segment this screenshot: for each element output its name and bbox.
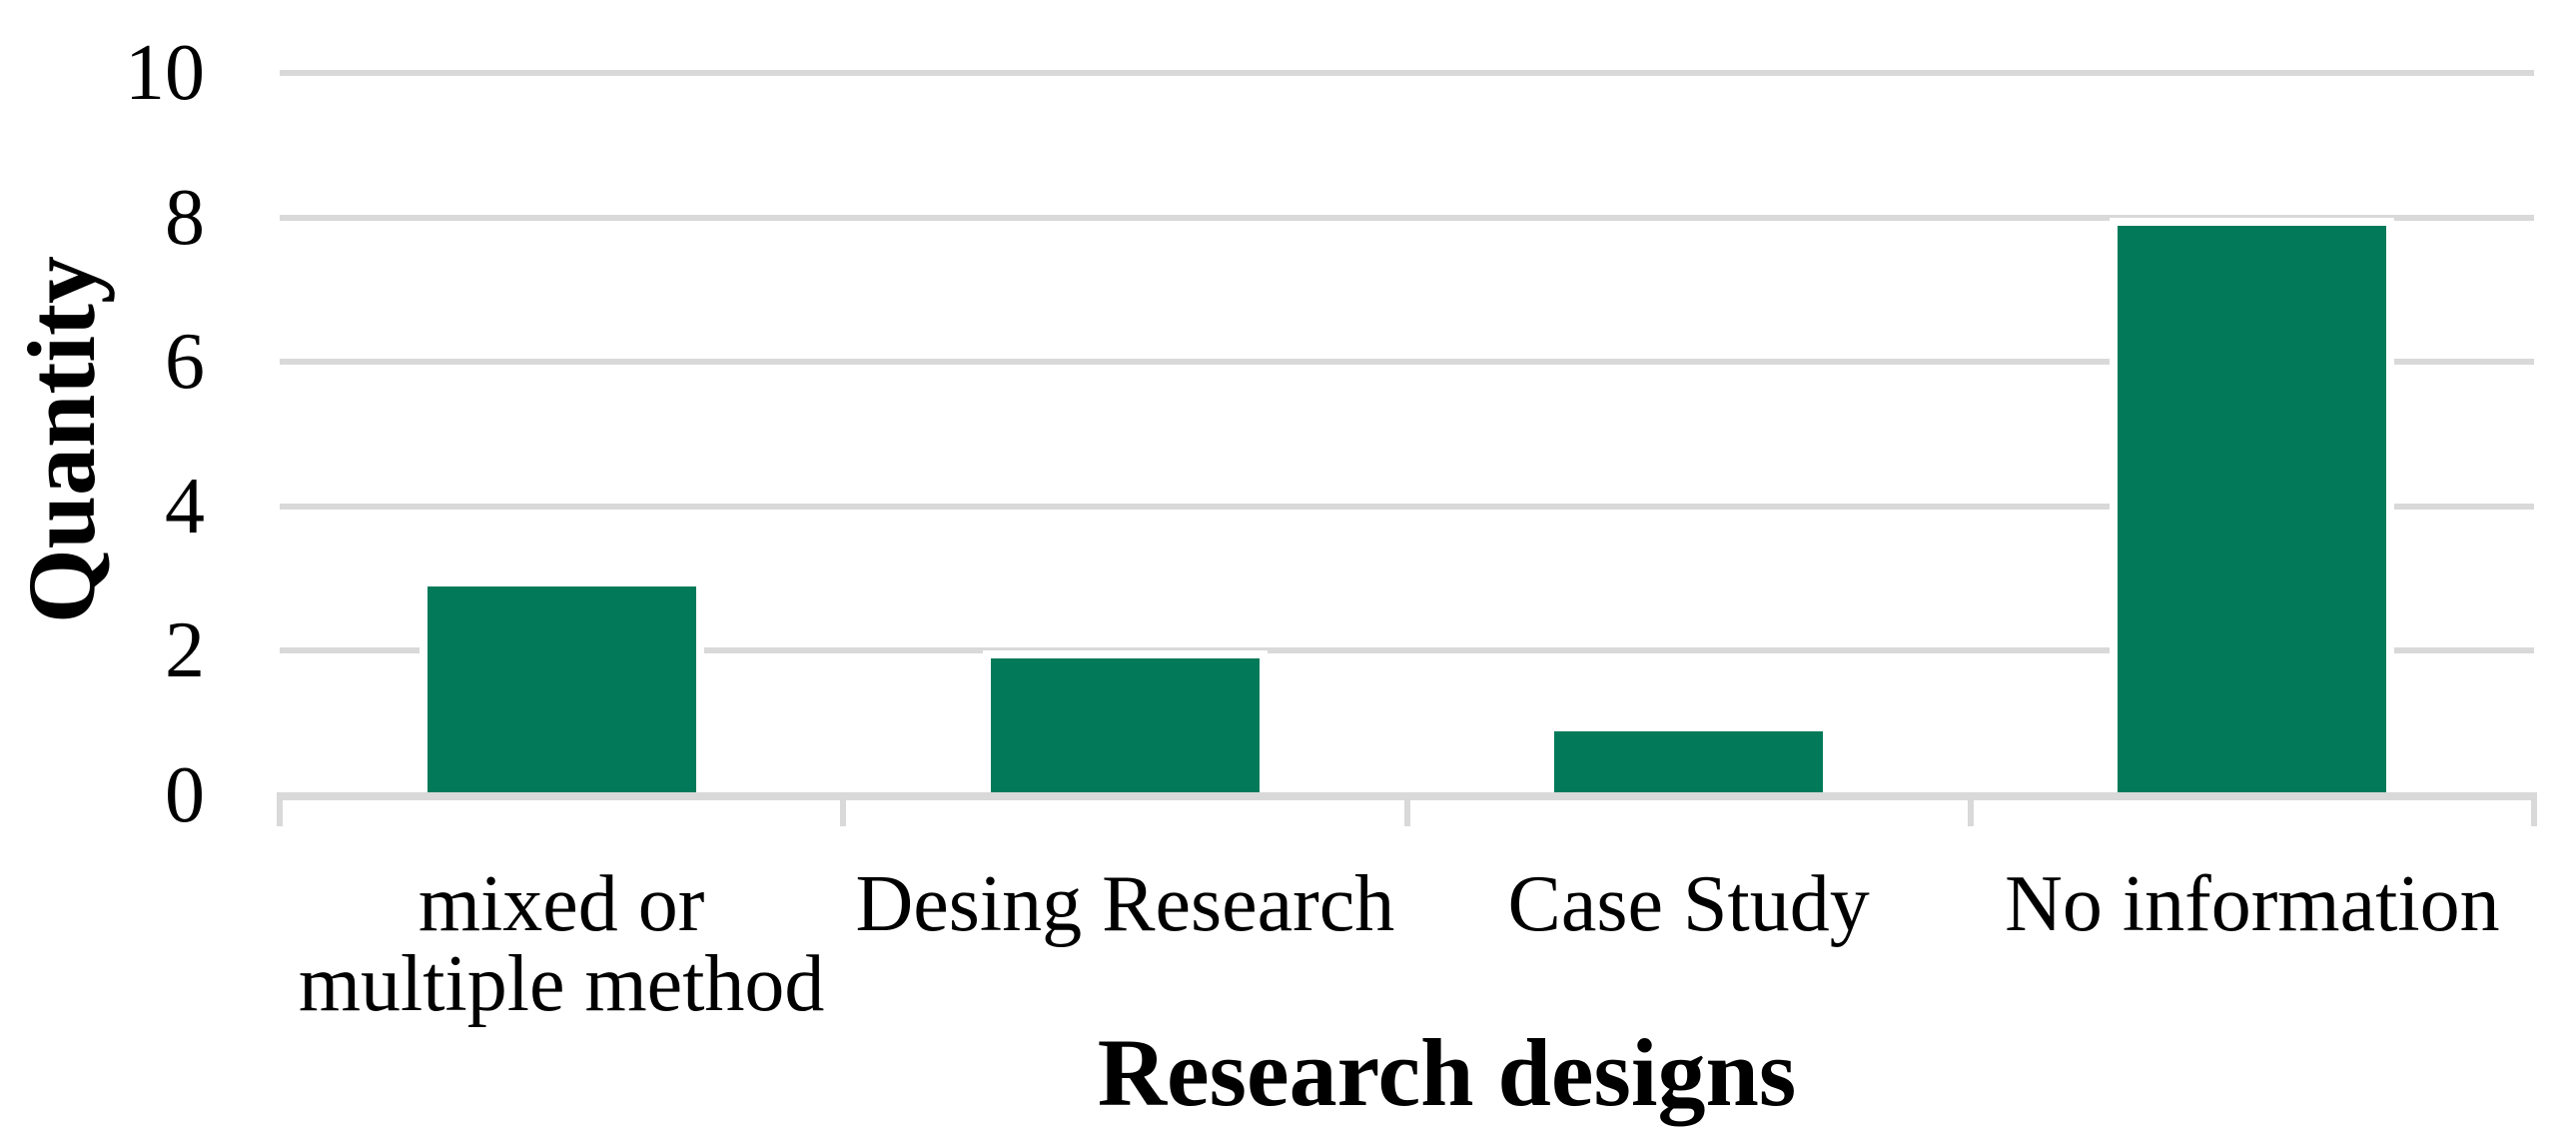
y-tick-label: 6 — [165, 318, 205, 407]
x-axis-tick — [277, 792, 283, 826]
bar-1 — [982, 650, 1268, 795]
y-tick-label: 10 — [125, 29, 205, 117]
x-axis-title: Research designs — [1097, 1019, 1797, 1126]
gridline — [280, 70, 2534, 76]
y-tick-label: 2 — [165, 606, 205, 695]
gridline — [280, 503, 2534, 510]
x-axis-ticks — [277, 792, 2537, 826]
bars — [280, 73, 2534, 795]
x-category-label: Case Study — [1507, 860, 1870, 948]
bar-slot — [843, 73, 1406, 795]
bar-3 — [2110, 217, 2395, 795]
y-tick-label: 8 — [165, 173, 205, 262]
y-tick-label: 0 — [165, 751, 205, 839]
x-category-label: mixed or multiple method — [298, 860, 825, 1028]
x-category-labels: mixed or multiple method Desing Research C… — [280, 864, 2534, 1024]
x-category-label: Desing Research — [855, 860, 1395, 948]
bar-2 — [1546, 722, 1832, 795]
x-axis-tick — [2531, 792, 2537, 826]
y-tick-labels: 0 2 4 6 8 10 — [0, 33, 205, 835]
bar-0 — [419, 578, 704, 795]
plot-area — [280, 70, 2534, 795]
gridline — [280, 359, 2534, 366]
x-category-label: No information — [2005, 860, 2500, 948]
gridlines — [280, 70, 2534, 795]
bar-slot — [1407, 73, 1971, 795]
gridline — [280, 214, 2534, 221]
x-axis-tick — [840, 792, 847, 826]
x-axis-tick — [1403, 792, 1410, 826]
x-axis-tick — [1967, 792, 1974, 826]
bar-slot — [1971, 73, 2534, 795]
y-tick-label: 4 — [165, 462, 205, 551]
gridline — [280, 647, 2534, 654]
bar-slot — [280, 73, 843, 795]
